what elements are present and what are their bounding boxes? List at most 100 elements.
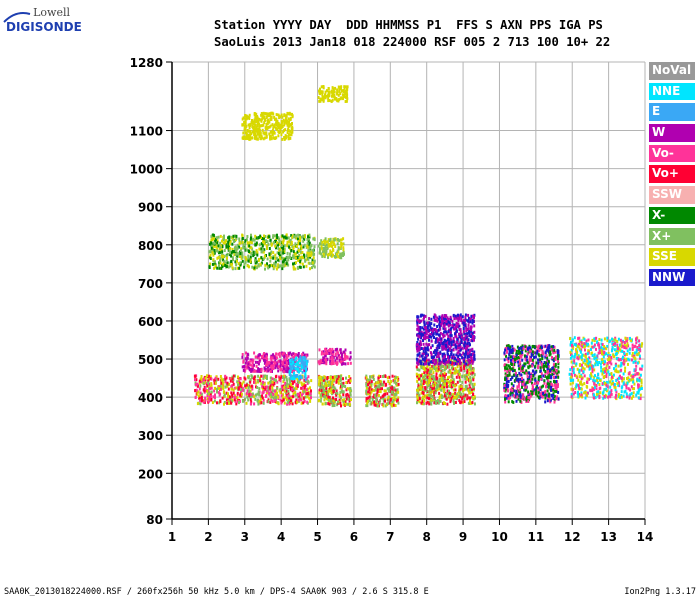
echo-point [196,384,199,388]
echo-point [214,265,217,269]
echo-point [206,397,209,401]
echo-point [234,386,237,390]
echo-point [246,395,249,399]
echo-point [340,96,343,100]
echo-point [336,238,339,241]
echo-point [439,327,442,331]
echo-point [397,401,400,405]
echo-point [270,395,273,399]
echo-point [418,351,421,355]
echo-point [243,121,246,124]
echo-point [329,389,332,392]
echo-point [195,378,198,382]
echo-point [423,314,425,318]
echo-point [240,389,243,393]
echo-point [219,234,222,238]
echo-point [417,328,420,332]
echo-point [295,382,298,386]
echo-point [543,361,546,364]
echo-point [465,365,468,369]
y-tick-label: 800 [138,239,163,253]
echo-point [219,384,222,388]
echo-point [396,388,399,392]
echo-point [241,251,244,255]
echo-point [296,365,299,369]
echo-point [263,115,266,119]
echo-point [267,381,270,385]
echo-point [230,377,233,380]
echo-point [323,95,326,99]
echo-point [441,354,444,358]
echo-point [512,358,514,362]
echo-point [394,398,397,402]
echo-point [460,337,463,341]
echo-point [537,389,540,393]
echo-point [228,248,231,252]
echo-point [446,385,448,389]
echo-point [447,358,450,362]
echo-point [462,327,465,330]
echo-point [213,249,216,252]
echo-point [460,392,462,396]
echo-point [244,131,247,135]
echo-point [224,374,227,378]
echo-point [337,246,340,250]
echo-point [444,362,447,366]
echo-point [307,261,310,265]
echo-point [440,340,443,344]
echo-point [416,376,419,380]
echo-point [209,253,212,257]
echo-point [199,377,202,381]
echo-point [328,94,331,98]
echo-point [241,388,244,392]
echo-point [247,254,250,258]
echo-point [464,313,467,317]
echo-point [228,235,231,239]
echo-point [271,133,274,137]
echo-point [224,378,227,382]
echo-point [321,90,324,94]
echo-point [448,355,451,359]
echo-point [395,392,398,396]
echo-point [514,360,517,364]
echo-point [272,360,275,364]
echo-point [536,349,539,353]
echo-point [432,350,435,354]
echo-point [427,360,430,364]
echo-point [393,386,396,390]
echo-point [254,257,257,261]
echo-point [445,320,448,323]
echo-point [225,243,228,247]
echo-point [339,390,342,394]
echo-point [420,347,423,350]
echo-point [505,344,508,348]
echo-point [328,252,331,256]
echo-point [321,98,324,102]
echo-point [300,247,303,251]
echo-point [459,330,462,334]
echo-point [274,358,277,362]
echo-point [275,352,278,356]
echo-point [293,254,296,257]
echo-point [517,356,520,359]
echo-point [282,243,285,247]
echo-point [321,381,324,385]
echo-point [374,403,377,407]
echo-point [275,117,278,121]
echo-point [217,377,220,381]
echo-point [269,370,272,373]
echo-point [244,384,247,388]
echo-point [208,242,211,246]
echo-point [283,358,286,362]
echo-point [393,393,396,397]
echo-point [261,128,264,132]
echo-point [333,401,336,405]
echo-point [504,348,507,352]
echo-point [547,364,550,368]
echo-point [519,373,522,377]
echo-point [439,373,442,377]
echo-point [293,369,295,373]
echo-point [415,345,418,349]
echo-point [220,266,223,270]
echo-point [429,333,432,336]
